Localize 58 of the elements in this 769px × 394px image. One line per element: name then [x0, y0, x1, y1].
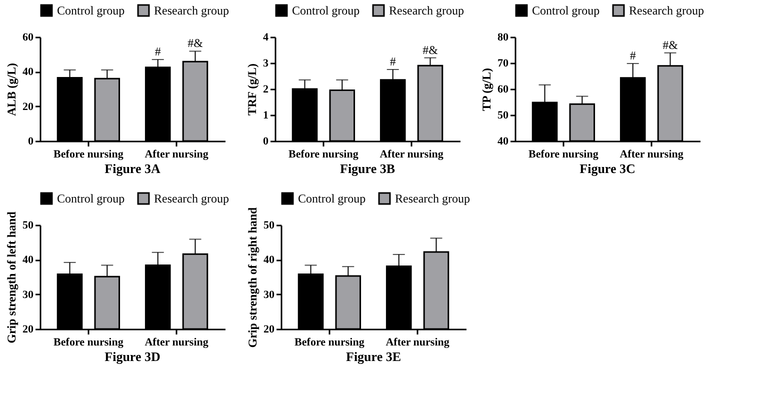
y-tick-label: 20: [264, 324, 275, 336]
y-tick-label: 0: [263, 136, 269, 148]
legend-label: Research group: [154, 192, 229, 206]
y-tick-label: 40: [264, 254, 275, 266]
y-tick-label: 20: [22, 100, 34, 113]
legend-label: Control group: [298, 192, 366, 206]
text: Figure 3E: [346, 349, 402, 364]
y-tick-label: 50: [264, 220, 275, 232]
x-tick-label: Before nursing: [528, 148, 599, 160]
y-tick-label: 80: [498, 32, 509, 44]
y-axis-title: Grip strength of right hand: [246, 206, 260, 348]
x-tick-label: Before nursing: [294, 336, 365, 348]
legend-label: Control group: [292, 4, 360, 18]
y-tick-label: 50: [498, 110, 509, 122]
legend-label: Research group: [629, 4, 704, 18]
text: Figure 3A: [104, 161, 161, 176]
y-tick-label: 30: [22, 288, 34, 301]
x-tick-label: After nursing: [380, 148, 444, 160]
text: Figure 3C: [580, 161, 636, 176]
y-tick-label: 70: [498, 58, 509, 70]
legend-label: Control group: [532, 4, 600, 18]
y-tick-label: 2: [263, 84, 269, 96]
y-tick-label: 4: [263, 32, 269, 44]
legend-label: Research group: [395, 192, 470, 206]
legend-label: Control group: [57, 192, 125, 206]
y-tick-label: 3: [263, 58, 269, 70]
x-tick-label: Before nursing: [54, 148, 124, 160]
legend-label: Research group: [389, 4, 464, 18]
y-tick-label: 40: [498, 136, 509, 148]
y-tick-label: 1: [263, 110, 268, 122]
y-tick-label: 40: [22, 66, 34, 78]
legend-label: Research group: [154, 4, 229, 18]
text: Figure 3B: [340, 161, 396, 176]
data-label: #&: [188, 36, 204, 50]
data-label: #: [154, 44, 161, 59]
data-label: #&: [662, 38, 679, 52]
data-label: #&: [422, 42, 439, 57]
legend-label: Control group: [57, 4, 125, 18]
y-tick-label: 60: [498, 84, 509, 96]
y-tick-label: 40: [22, 254, 34, 266]
text: Figure 3D: [104, 349, 160, 364]
y-axis-title: TRF (g/L): [245, 64, 259, 116]
y-axis-title: ALB (g/L): [4, 62, 18, 116]
y-tick-label: 30: [264, 288, 275, 301]
x-tick-label: After nursing: [386, 336, 450, 348]
y-tick-label: 60: [22, 32, 34, 44]
y-tick-label: 20: [22, 324, 34, 336]
x-tick-label: After nursing: [620, 148, 684, 160]
x-tick-label: Before nursing: [54, 336, 124, 348]
x-tick-label: Before nursing: [288, 148, 359, 160]
y-axis-title: Grip strength of left hand: [4, 211, 18, 344]
y-tick-label: 0: [28, 136, 34, 148]
y-axis-title: TP (g/L): [480, 68, 494, 112]
x-tick-label: After nursing: [144, 148, 209, 160]
y-tick-label: 50: [22, 220, 34, 232]
data-label: #: [630, 48, 636, 63]
x-tick-label: After nursing: [144, 336, 209, 348]
data-label: #: [390, 54, 396, 68]
